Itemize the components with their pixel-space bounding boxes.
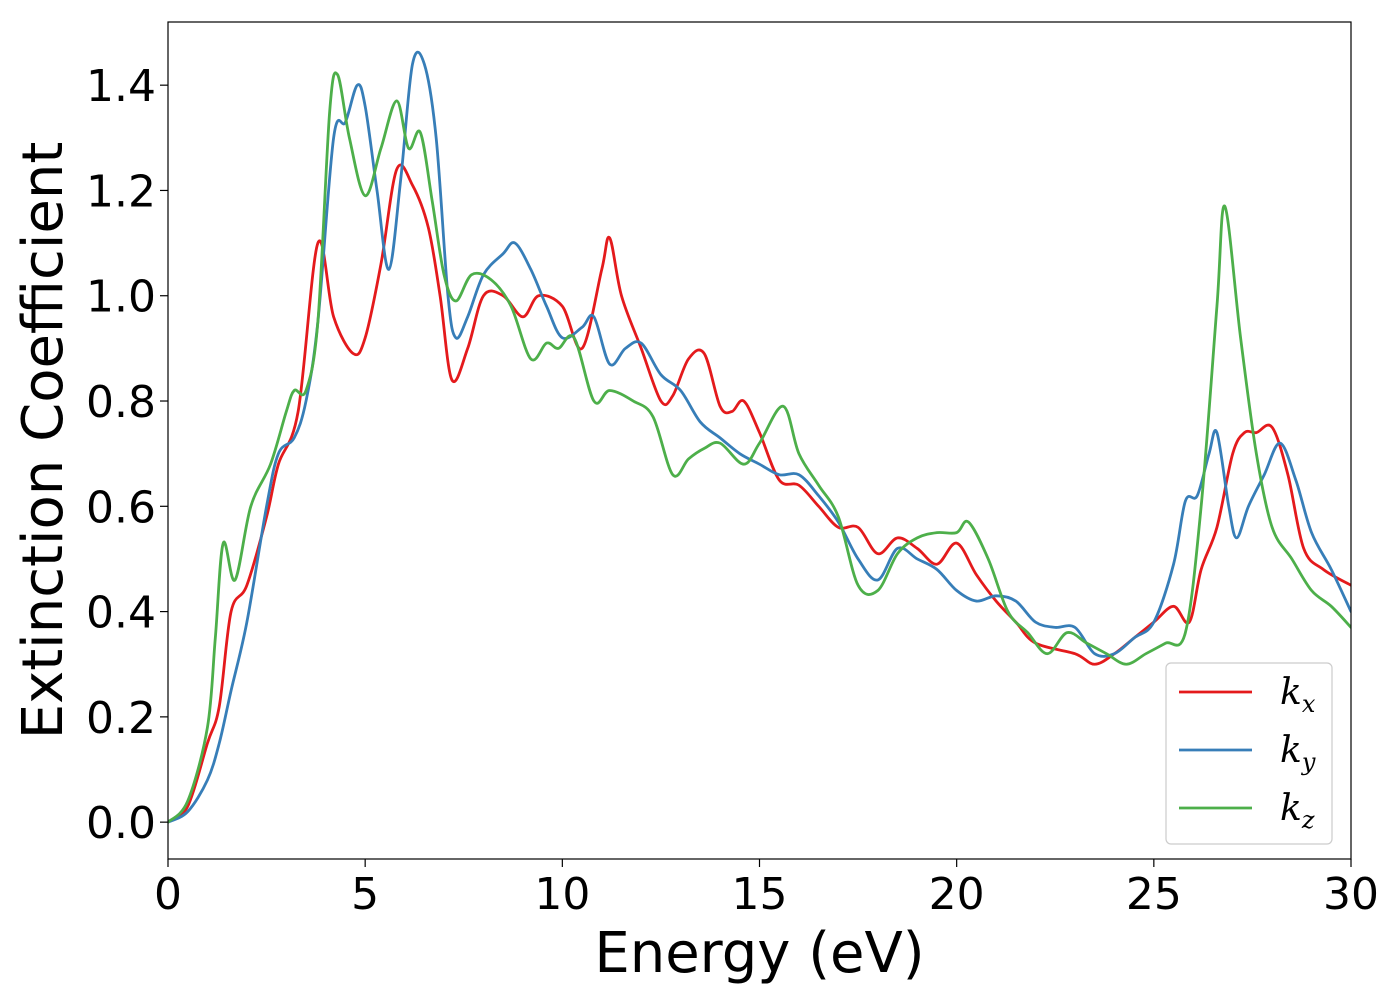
y-tick-label: 0.0	[86, 798, 156, 849]
x-tick-label: 10	[534, 869, 590, 920]
series-line-z	[168, 71, 1351, 824]
y-tick-label: 0.2	[86, 693, 156, 744]
legend-frame	[1165, 662, 1333, 845]
x-axis: 0 5 10 15 20 25 30	[154, 859, 1379, 920]
x-tick-label: 5	[351, 869, 379, 920]
x-tick-label: 20	[929, 869, 985, 920]
y-tick-label: 1.0	[86, 272, 156, 323]
legend-label-subscript: y	[1301, 748, 1316, 776]
y-axis-title: Extinction Coefficient	[11, 142, 76, 740]
y-tick-label: 0.6	[86, 482, 156, 533]
legend-label-subscript: z	[1301, 806, 1315, 834]
legend-label-subscript: x	[1302, 690, 1316, 718]
x-tick-label: 0	[154, 869, 182, 920]
x-tick-label: 25	[1126, 869, 1182, 920]
y-tick-label: 1.4	[86, 61, 156, 112]
x-tick-label: 30	[1323, 869, 1379, 920]
x-axis-title: Energy (eV)	[594, 921, 924, 986]
y-tick-label: 0.4	[86, 588, 156, 639]
y-tick-label: 1.2	[86, 166, 156, 217]
series-layer	[168, 50, 1351, 824]
series-line-x	[168, 163, 1351, 824]
x-tick-label: 15	[732, 869, 788, 920]
y-tick-label: 0.8	[86, 377, 156, 428]
series-line-y	[168, 50, 1351, 824]
y-axis: 0.0 0.2 0.4 0.6 0.8 1.0 1.2 1.4	[86, 61, 168, 849]
